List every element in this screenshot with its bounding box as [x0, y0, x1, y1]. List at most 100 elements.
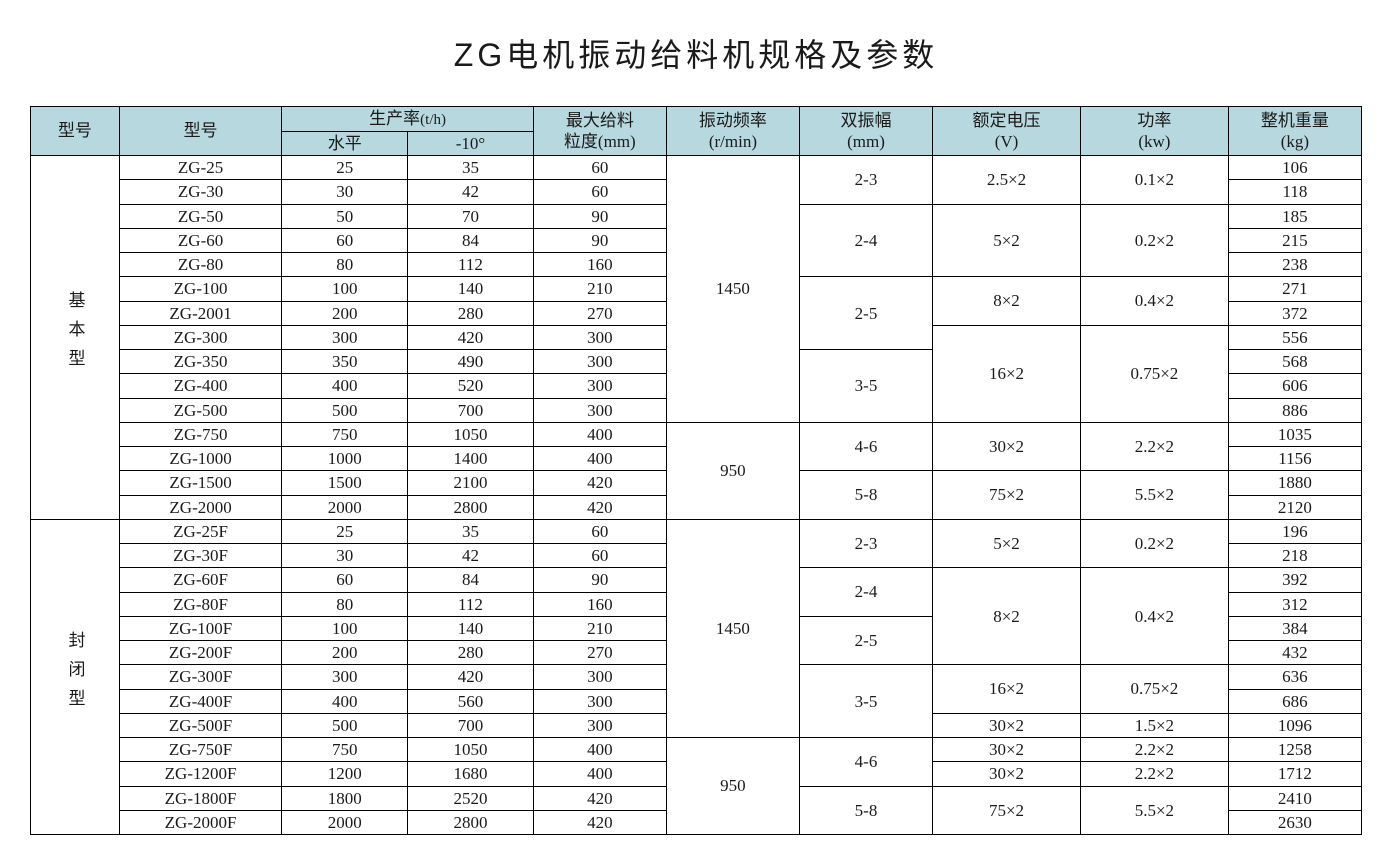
minus10-cell: 2800 [408, 810, 534, 834]
weight-cell: 196 [1228, 519, 1361, 543]
minus10-cell: 280 [408, 301, 534, 325]
model-cell: ZG-2000 [119, 495, 282, 519]
model-cell: ZG-500 [119, 398, 282, 422]
horizontal-cell: 200 [282, 301, 408, 325]
minus10-cell: 560 [408, 689, 534, 713]
weight-cell: 636 [1228, 665, 1361, 689]
horizontal-cell: 80 [282, 253, 408, 277]
minus10-cell: 70 [408, 204, 534, 228]
model-cell: ZG-30 [119, 180, 282, 204]
type-label: 基本型 [64, 291, 85, 378]
col-prod-rate-label: 生产率 [369, 109, 420, 128]
minus10-cell: 140 [408, 616, 534, 640]
feed-cell: 300 [533, 325, 666, 349]
horizontal-cell: 60 [282, 568, 408, 592]
weight-cell: 218 [1228, 544, 1361, 568]
feed-cell: 420 [533, 495, 666, 519]
minus10-cell: 140 [408, 277, 534, 301]
col-vib-freq-2: (r/min) [709, 132, 757, 151]
spec-table: 型号 型号 生产率(t/h) 最大给料 粒度(mm) 振动频率 (r/min) … [30, 106, 1362, 835]
volt-cell: 8×2 [933, 568, 1081, 665]
model-cell: ZG-500F [119, 713, 282, 737]
volt-cell: 75×2 [933, 786, 1081, 835]
model-cell: ZG-25F [119, 519, 282, 543]
col-type: 型号 [31, 107, 120, 156]
volt-cell: 75×2 [933, 471, 1081, 520]
amp-cell: 2-4 [799, 568, 932, 617]
col-amp: 双振幅 (mm) [799, 107, 932, 156]
weight-cell: 1880 [1228, 471, 1361, 495]
table-row: ZG-750F75010504009504-630×22.2×21258 [31, 738, 1362, 762]
weight-cell: 606 [1228, 374, 1361, 398]
feed-cell: 400 [533, 447, 666, 471]
col-volt: 额定电压 (V) [933, 107, 1081, 156]
amp-cell: 2-3 [799, 156, 932, 205]
power-cell: 0.4×2 [1080, 277, 1228, 326]
feed-cell: 300 [533, 374, 666, 398]
model-cell: ZG-350 [119, 350, 282, 374]
horizontal-cell: 750 [282, 738, 408, 762]
feed-cell: 60 [533, 519, 666, 543]
freq-cell: 1450 [666, 156, 799, 423]
type-cell: 基本型 [31, 156, 120, 520]
weight-cell: 556 [1228, 325, 1361, 349]
horizontal-cell: 1500 [282, 471, 408, 495]
weight-cell: 2630 [1228, 810, 1361, 834]
volt-cell: 2.5×2 [933, 156, 1081, 205]
feed-cell: 90 [533, 204, 666, 228]
minus10-cell: 112 [408, 253, 534, 277]
horizontal-cell: 50 [282, 204, 408, 228]
feed-cell: 60 [533, 180, 666, 204]
model-cell: ZG-80F [119, 592, 282, 616]
col-max-feed-2: 粒度(mm) [564, 132, 636, 151]
model-cell: ZG-2001 [119, 301, 282, 325]
feed-cell: 90 [533, 568, 666, 592]
minus10-cell: 35 [408, 519, 534, 543]
col-volt-2: (V) [995, 132, 1019, 151]
weight-cell: 2120 [1228, 495, 1361, 519]
model-cell: ZG-100F [119, 616, 282, 640]
horizontal-cell: 60 [282, 228, 408, 252]
weight-cell: 1156 [1228, 447, 1361, 471]
weight-cell: 2410 [1228, 786, 1361, 810]
col-weight-2: (kg) [1281, 132, 1309, 151]
minus10-cell: 2800 [408, 495, 534, 519]
col-max-feed: 最大给料 粒度(mm) [533, 107, 666, 156]
model-cell: ZG-25 [119, 156, 282, 180]
horizontal-cell: 1800 [282, 786, 408, 810]
model-cell: ZG-300F [119, 665, 282, 689]
amp-cell: 3-5 [799, 350, 932, 423]
table-row: 封闭型ZG-25F25356014502-35×20.2×2196 [31, 519, 1362, 543]
col-weight: 整机重量 (kg) [1228, 107, 1361, 156]
model-cell: ZG-2000F [119, 810, 282, 834]
weight-cell: 118 [1228, 180, 1361, 204]
table-row: 基本型ZG-2525356014502-32.5×20.1×2106 [31, 156, 1362, 180]
minus10-cell: 1400 [408, 447, 534, 471]
col-model: 型号 [119, 107, 282, 156]
volt-cell: 16×2 [933, 325, 1081, 422]
weight-cell: 1258 [1228, 738, 1361, 762]
feed-cell: 160 [533, 592, 666, 616]
horizontal-cell: 300 [282, 325, 408, 349]
volt-cell: 30×2 [933, 422, 1081, 471]
horizontal-cell: 80 [282, 592, 408, 616]
power-cell: 0.75×2 [1080, 325, 1228, 422]
col-volt-1: 额定电压 [973, 111, 1041, 130]
feed-cell: 160 [533, 253, 666, 277]
feed-cell: 60 [533, 544, 666, 568]
minus10-cell: 1050 [408, 422, 534, 446]
weight-cell: 1712 [1228, 762, 1361, 786]
power-cell: 2.2×2 [1080, 762, 1228, 786]
horizontal-cell: 25 [282, 519, 408, 543]
horizontal-cell: 500 [282, 398, 408, 422]
model-cell: ZG-300 [119, 325, 282, 349]
volt-cell: 5×2 [933, 204, 1081, 277]
weight-cell: 886 [1228, 398, 1361, 422]
volt-cell: 16×2 [933, 665, 1081, 714]
minus10-cell: 520 [408, 374, 534, 398]
weight-cell: 271 [1228, 277, 1361, 301]
weight-cell: 372 [1228, 301, 1361, 325]
feed-cell: 90 [533, 228, 666, 252]
type-cell: 封闭型 [31, 519, 120, 834]
weight-cell: 106 [1228, 156, 1361, 180]
